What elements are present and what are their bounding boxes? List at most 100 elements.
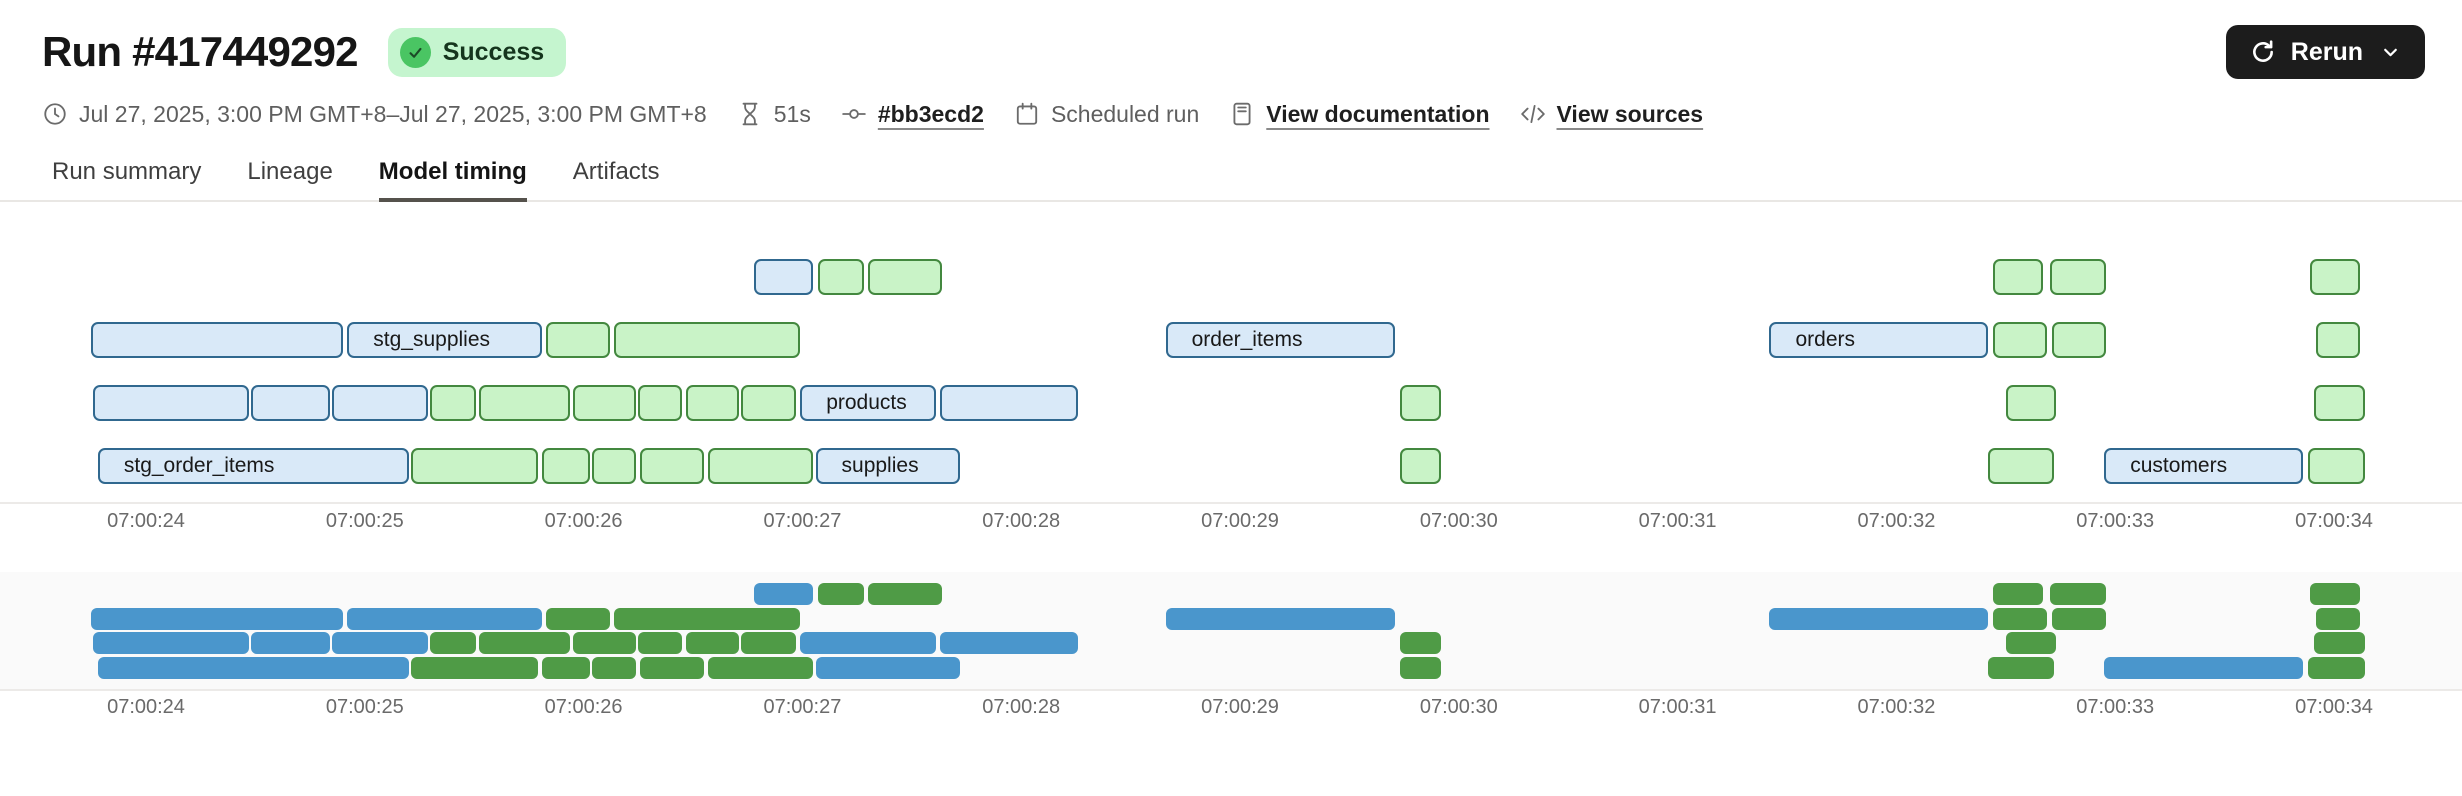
tab-artifacts[interactable]: Artifacts (572, 158, 660, 185)
gantt-bar[interactable] (817, 259, 864, 295)
mini-gantt-bar[interactable] (868, 583, 943, 605)
gantt-bar[interactable] (572, 385, 637, 421)
mini-gantt-bar[interactable] (331, 632, 429, 654)
mini-gantt-bar[interactable] (1769, 607, 1989, 630)
gantt-bar[interactable] (1988, 448, 2054, 484)
gantt-bar-order_items[interactable]: order_items (1165, 322, 1396, 358)
mini-gantt-bar[interactable] (2051, 607, 2107, 630)
axis-tick-label: 07:00:25 (325, 696, 404, 718)
mini-gantt-bar[interactable] (754, 583, 814, 605)
gantt-bar[interactable] (2049, 259, 2107, 295)
mini-gantt-bar[interactable] (940, 632, 1079, 654)
mini-gantt-bar[interactable] (708, 656, 814, 679)
gantt-bar[interactable] (2314, 385, 2365, 421)
gantt-bar[interactable] (1399, 385, 1442, 421)
gantt-bar[interactable] (331, 385, 429, 421)
mini-gantt-bar[interactable] (546, 607, 610, 630)
mini-gantt-bar[interactable] (741, 632, 796, 654)
gantt-bar[interactable] (614, 322, 801, 358)
view-sources-link[interactable]: View sources (1556, 100, 1704, 127)
mini-gantt-bar[interactable] (2104, 656, 2304, 679)
gantt-bar[interactable] (91, 322, 343, 358)
mini-gantt-bar[interactable] (97, 656, 409, 679)
gantt-bar[interactable] (2307, 448, 2365, 484)
mini-gantt-bar[interactable] (686, 632, 739, 654)
main-axis-line (0, 502, 2462, 504)
gantt-bar-stg_supplies[interactable]: stg_supplies (347, 322, 542, 358)
gantt-bar[interactable] (686, 385, 739, 421)
gantt-bar[interactable] (741, 385, 796, 421)
tab-lineage[interactable]: Lineage (247, 158, 333, 185)
gantt-bar[interactable] (546, 322, 610, 358)
gantt-bar[interactable] (2309, 259, 2361, 295)
run-trigger: Scheduled run (1014, 101, 1199, 128)
gantt-bar[interactable] (592, 448, 637, 484)
gantt-bar[interactable] (542, 448, 591, 484)
mini-gantt-bar[interactable] (638, 632, 683, 654)
gantt-bar[interactable] (708, 448, 814, 484)
timeline-overview-chart[interactable]: 07:00:24 07:00:25 07:00:26 07:00:27 07:00:28… (0, 560, 2462, 796)
mini-gantt-bar[interactable] (93, 632, 249, 654)
chevron-down-icon[interactable] (2380, 42, 2401, 63)
mini-gantt-bar[interactable] (478, 632, 571, 654)
axis-tick-label: 07:00:33 (2076, 510, 2155, 532)
gantt-bar-orders[interactable]: orders (1769, 322, 1989, 358)
mini-gantt-bar[interactable] (2049, 583, 2107, 605)
mini-gantt-bar[interactable] (347, 607, 542, 630)
hourglass-icon (742, 102, 758, 126)
mini-gantt-bar[interactable] (2316, 607, 2361, 630)
mini-gantt-bar[interactable] (592, 656, 637, 679)
gantt-bar[interactable] (2005, 385, 2057, 421)
gantt-bar-products[interactable]: products (800, 385, 936, 421)
gantt-bar-stg_order_items[interactable]: stg_order_items (97, 448, 409, 484)
mini-gantt-bar[interactable] (91, 607, 343, 630)
mini-gantt-bar[interactable] (430, 632, 477, 654)
mini-gantt-bar[interactable] (410, 656, 538, 679)
mini-gantt-bar[interactable] (2307, 656, 2365, 679)
commit-link[interactable]: #bb3ecd2 (877, 100, 984, 127)
mini-gantt-bar[interactable] (1165, 607, 1396, 630)
mini-gantt-bar[interactable] (815, 656, 960, 679)
mini-gantt-bar[interactable] (640, 656, 704, 679)
gantt-bar[interactable] (478, 385, 571, 421)
view-documentation-link[interactable]: View documentation (1266, 100, 1490, 127)
gantt-bar[interactable] (754, 259, 814, 295)
gantt-bar[interactable] (868, 259, 943, 295)
mini-gantt-bar[interactable] (572, 632, 637, 654)
mini-gantt-bar[interactable] (1399, 656, 1442, 679)
mini-gantt-bar[interactable] (2005, 632, 2057, 654)
mini-gantt-bar[interactable] (817, 583, 864, 605)
tab-run-summary[interactable]: Run summary (52, 158, 202, 185)
gantt-bar[interactable] (1992, 259, 2043, 295)
gantt-bar[interactable] (2051, 322, 2107, 358)
mini-gantt-bar[interactable] (542, 656, 591, 679)
mini-gantt-bar[interactable] (1988, 656, 2054, 679)
gantt-bar[interactable] (251, 385, 330, 421)
mini-gantt-bar[interactable] (1992, 607, 2048, 630)
axis-tick-label: 07:00:27 (763, 696, 842, 718)
gantt-bar[interactable] (638, 385, 683, 421)
gantt-bar-customers[interactable]: customers (2104, 448, 2304, 484)
gantt-bar[interactable] (410, 448, 538, 484)
gantt-bar[interactable] (940, 385, 1079, 421)
gantt-bar-supplies[interactable]: supplies (815, 448, 960, 484)
tab-model-timing[interactable]: Model timing (378, 148, 527, 202)
tab-bar: Run summary Lineage Model timing Artifacts (0, 148, 2462, 202)
mini-gantt-bar[interactable] (251, 632, 330, 654)
gantt-bar[interactable] (93, 385, 249, 421)
rerun-button[interactable]: Rerun (2225, 25, 2425, 79)
mini-gantt-bar[interactable] (2314, 632, 2365, 654)
gantt-bar[interactable] (640, 448, 704, 484)
mini-gantt-bar[interactable] (1992, 583, 2043, 605)
mini-gantt-bar[interactable] (1399, 632, 1442, 654)
gantt-bar[interactable] (1992, 322, 2048, 358)
mini-gantt-bar[interactable] (614, 607, 801, 630)
view-documentation-item: View documentation (1229, 100, 1490, 128)
mini-gantt-bar[interactable] (2309, 583, 2361, 605)
mini-gantt-bar[interactable] (800, 632, 936, 654)
model-timing-chart: stg_supplies order_items orders products stg… (0, 230, 2462, 560)
gantt-bar[interactable] (1399, 448, 1442, 484)
gantt-bar[interactable] (2316, 322, 2361, 358)
gantt-bar[interactable] (430, 385, 477, 421)
axis-tick-label: 07:00:25 (325, 510, 404, 532)
